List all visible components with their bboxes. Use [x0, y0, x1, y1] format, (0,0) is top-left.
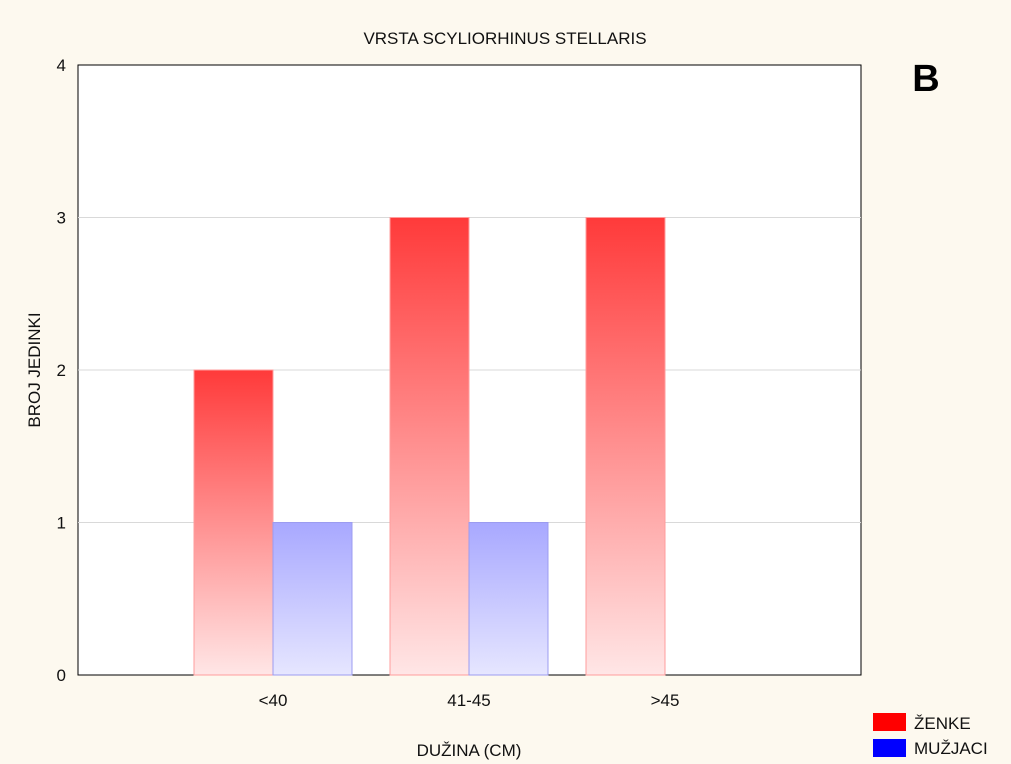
- x-tick-label: 41-45: [447, 691, 490, 710]
- legend-swatch-zenke: [873, 713, 906, 731]
- legend-label-zenke: ŽENKE: [914, 714, 971, 733]
- x-tick-label: >45: [651, 691, 680, 710]
- panel-letter: B: [912, 58, 939, 100]
- bar-zenke-0: [193, 369, 274, 676]
- y-tick-label: 2: [57, 361, 66, 380]
- chart-title: VRSTA SCYLIORHINUS STELLARIS: [363, 29, 646, 48]
- bar-zenke-1: [389, 217, 470, 676]
- x-axis-ticks: <40 41-45 >45: [259, 691, 680, 710]
- bars: [193, 217, 666, 676]
- y-tick-label: 1: [57, 514, 66, 533]
- y-axis-ticks: 0 1 2 3 4: [57, 56, 66, 685]
- legend-swatch-muzjaci: [873, 739, 906, 757]
- legend: ŽENKE MUŽJACI: [873, 713, 988, 758]
- y-tick-label: 0: [57, 666, 66, 685]
- legend-label-muzjaci: MUŽJACI: [914, 739, 988, 758]
- y-tick-label: 4: [57, 56, 66, 75]
- x-tick-label: <40: [259, 691, 288, 710]
- bar-zenke-2: [585, 217, 666, 676]
- y-tick-label: 3: [57, 209, 66, 228]
- y-axis-label: BROJ JEDINKI: [25, 312, 44, 427]
- x-axis-label: DUŽINA (CM): [417, 741, 522, 760]
- bar-muzjaci-1: [468, 522, 549, 676]
- bar-muzjaci-0: [272, 522, 353, 676]
